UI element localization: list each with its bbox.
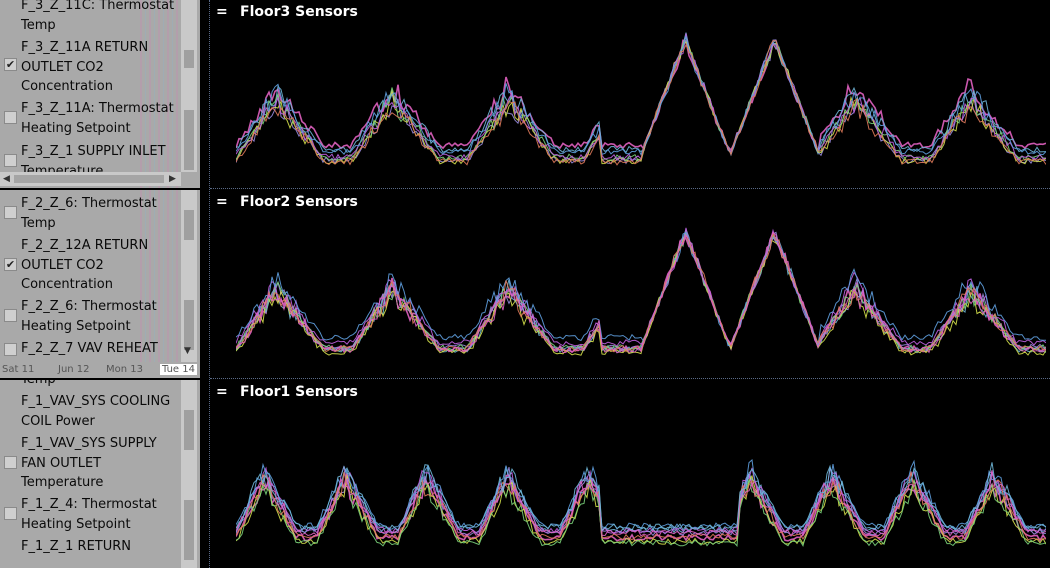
sensor-label: F_3_Z_11A RETURN OUTLET CO2 Concentratio…	[21, 40, 149, 94]
scroll-right-icon[interactable]: ▶	[169, 174, 176, 184]
sensor-series-line	[236, 231, 1046, 347]
sensor-checkbox[interactable]	[4, 154, 17, 167]
sensor-label: F_1_Z_4: Thermostat Heating Setpoint	[21, 497, 157, 532]
chart-edge	[209, 0, 210, 568]
sensor-series-line	[236, 466, 1046, 537]
sensor-series-line	[236, 39, 1046, 153]
sensor-checkbox[interactable]	[4, 507, 17, 520]
sensor-checkbox[interactable]	[4, 343, 17, 356]
floor3-sensor-list: F_3_Z_11C: Thermostat Temp ✔ F_3_Z_11A R…	[0, 0, 200, 188]
menu-icon[interactable]: =	[216, 384, 228, 400]
sparkline-strip	[140, 0, 180, 188]
sensor-label: F_2_Z_6: Thermostat Heating Setpoint	[21, 299, 157, 334]
vertical-scrollbar[interactable]	[181, 0, 197, 172]
scroll-thumb[interactable]	[184, 50, 194, 68]
floor2-sensor-list: F_2_Z_6: Thermostat Temp ✔ F_2_Z_12A RET…	[0, 190, 200, 362]
sensor-series-line	[236, 231, 1046, 354]
scroll-thumb[interactable]	[184, 410, 194, 450]
sensor-label: F_2_Z_6: Thermostat Temp	[21, 196, 157, 231]
floor1-panel: Temp F_1_VAV_SYS COOLING COIL Power F_1_…	[0, 380, 1050, 568]
sensor-checkbox[interactable]	[4, 456, 17, 469]
sensor-label: F_1_VAV_SYS COOLING COIL Power	[21, 394, 171, 429]
sensor-label: Temp	[21, 380, 181, 390]
timeline-label: Jun 12	[58, 364, 90, 375]
floor2-sensor-chart[interactable]	[236, 206, 1046, 378]
scroll-thumb[interactable]	[184, 110, 194, 170]
timeline-axis: Sat 11 Jun 12 Mon 13 Tue 14	[0, 362, 200, 378]
sensor-series-line	[236, 230, 1046, 352]
panel-divider	[210, 378, 1050, 379]
scroll-down-icon[interactable]: ▼	[184, 346, 191, 356]
menu-icon[interactable]: =	[216, 4, 228, 20]
scroll-thumb[interactable]	[14, 175, 164, 183]
sensor-series-line	[236, 36, 1046, 157]
timeline-label: Sat 11	[2, 364, 35, 375]
sensor-label: F_2_Z_12A RETURN OUTLET CO2 Concentratio…	[21, 238, 149, 292]
sensor-series-line	[236, 231, 1046, 352]
sensor-label: F_1_VAV_SYS SUPPLY FAN OUTLET Temperatur…	[21, 436, 157, 490]
scroll-thumb[interactable]	[184, 300, 194, 350]
sensor-label: F_3_Z_11A: Thermostat Heating Setpoint	[21, 101, 174, 136]
chart-title: Floor3 Sensors	[240, 4, 358, 20]
sensor-series-line	[236, 227, 1046, 347]
sensor-series-line	[236, 40, 1046, 166]
sensor-series-line	[236, 478, 1046, 547]
panel-divider	[210, 188, 1050, 189]
scroll-thumb[interactable]	[184, 500, 194, 560]
sensor-series-line	[236, 35, 1046, 162]
floor3-panel: F_3_Z_11C: Thermostat Temp ✔ F_3_Z_11A R…	[0, 0, 1050, 188]
chart-title: Floor1 Sensors	[240, 384, 358, 400]
floor3-sensor-chart[interactable]	[236, 14, 1046, 184]
timeline-label: Tue 14	[160, 364, 197, 375]
sensor-series-line	[236, 470, 1046, 538]
floor1-sensor-chart[interactable]	[236, 400, 1046, 565]
floor2-panel: F_2_Z_6: Thermostat Temp ✔ F_2_Z_12A RET…	[0, 190, 1050, 378]
sensor-checkbox[interactable]	[4, 309, 17, 322]
sensor-checkbox[interactable]: ✔	[4, 58, 17, 71]
sensor-checkbox[interactable]	[4, 206, 17, 219]
scroll-left-icon[interactable]: ◀	[3, 174, 10, 184]
timeline-label: Mon 13	[106, 364, 143, 375]
sensor-series-line	[236, 462, 1046, 532]
sensor-label: F_2_Z_7 VAV REHEAT	[21, 341, 158, 356]
sparkline-strip	[140, 190, 180, 362]
floor1-sensor-list: Temp F_1_VAV_SYS COOLING COIL Power F_1_…	[0, 380, 200, 568]
sensor-checkbox[interactable]	[4, 111, 17, 124]
vertical-scrollbar[interactable]: ▼	[181, 190, 197, 362]
menu-icon[interactable]: =	[216, 194, 228, 210]
sensor-checkbox[interactable]: ✔	[4, 258, 17, 271]
horizontal-scrollbar[interactable]: ◀ ▶	[0, 172, 181, 186]
sensor-series-line	[236, 471, 1046, 541]
scroll-thumb[interactable]	[184, 210, 194, 240]
sensor-series-line	[236, 33, 1046, 162]
vertical-scrollbar[interactable]	[181, 380, 197, 568]
sensor-label: F_3_Z_11C: Thermostat Temp	[21, 0, 175, 33]
sensor-series-line	[236, 41, 1046, 165]
chart-title: Floor2 Sensors	[240, 194, 358, 210]
sensor-series-line	[236, 459, 1046, 530]
sensor-label: F_1_Z_1 RETURN	[21, 539, 132, 554]
